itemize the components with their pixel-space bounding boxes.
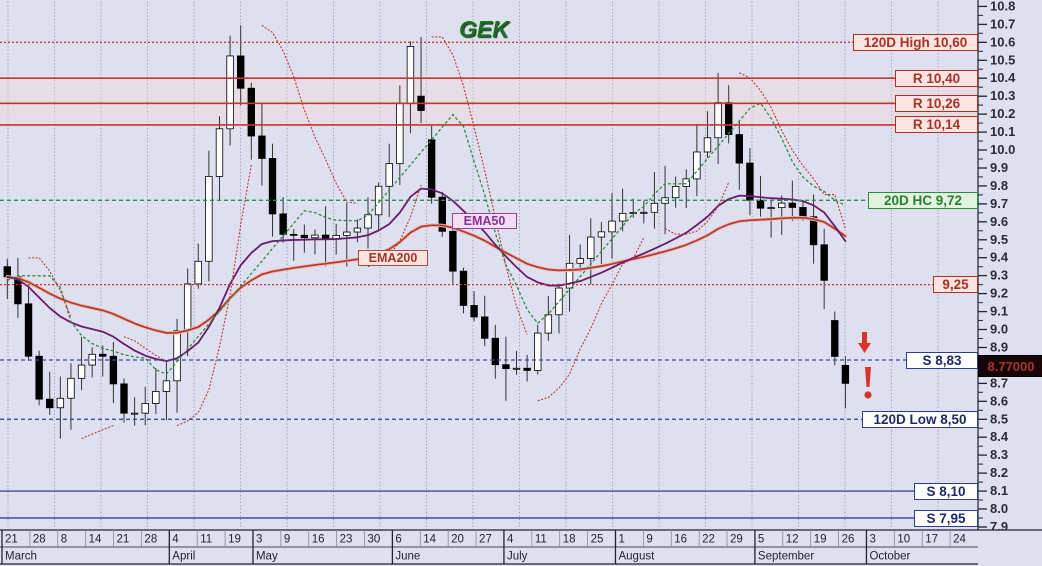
svg-text:10.4: 10.4	[990, 70, 1016, 85]
svg-text:9.9: 9.9	[990, 160, 1008, 175]
svg-text:3: 3	[256, 534, 262, 546]
svg-text:March: March	[5, 551, 37, 563]
svg-text:August: August	[618, 551, 655, 563]
svg-text:6: 6	[395, 534, 401, 546]
svg-text:9.0: 9.0	[990, 322, 1008, 337]
svg-text:9.8: 9.8	[990, 178, 1008, 193]
svg-text:8: 8	[61, 534, 67, 546]
svg-text:22: 22	[702, 534, 715, 546]
svg-text:19: 19	[228, 534, 241, 546]
svg-text:3: 3	[869, 534, 875, 546]
svg-text:9.7: 9.7	[990, 196, 1008, 211]
svg-text:9.3: 9.3	[990, 268, 1008, 283]
svg-text:24: 24	[953, 534, 966, 546]
svg-text:28: 28	[33, 534, 46, 546]
svg-text:8.2: 8.2	[990, 465, 1008, 480]
svg-text:27: 27	[479, 534, 492, 546]
svg-text:10.8: 10.8	[990, 0, 1015, 13]
svg-text:8.0: 8.0	[990, 501, 1008, 516]
svg-text:11: 11	[535, 534, 547, 546]
svg-text:4: 4	[507, 534, 514, 546]
svg-text:9.2: 9.2	[990, 286, 1008, 301]
svg-text:23: 23	[340, 534, 353, 546]
svg-text:8.4: 8.4	[990, 429, 1009, 444]
svg-text:8.7: 8.7	[990, 375, 1008, 390]
svg-text:May: May	[256, 551, 278, 563]
svg-text:26: 26	[842, 534, 855, 546]
svg-text:9.6: 9.6	[990, 214, 1008, 229]
svg-text:17: 17	[925, 534, 938, 546]
svg-text:16: 16	[674, 534, 687, 546]
svg-text:July: July	[507, 551, 528, 563]
svg-text:10.5: 10.5	[990, 52, 1015, 67]
svg-text:20: 20	[451, 534, 464, 546]
svg-text:29: 29	[730, 534, 743, 546]
svg-text:1: 1	[618, 534, 624, 546]
svg-text:14: 14	[423, 534, 436, 546]
svg-text:18: 18	[563, 534, 576, 546]
svg-text:19: 19	[814, 534, 827, 546]
svg-text:9.1: 9.1	[990, 304, 1008, 319]
svg-text:10.3: 10.3	[990, 88, 1015, 103]
svg-text:12: 12	[786, 534, 799, 546]
svg-text:9: 9	[646, 534, 652, 546]
svg-text:8.9: 8.9	[990, 340, 1008, 355]
svg-text:9.4: 9.4	[990, 250, 1009, 265]
svg-text:September: September	[758, 551, 814, 563]
svg-text:14: 14	[89, 534, 102, 546]
svg-text:10.1: 10.1	[990, 124, 1015, 139]
svg-text:10: 10	[897, 534, 910, 546]
svg-text:10.2: 10.2	[990, 106, 1015, 121]
svg-text:June: June	[395, 551, 420, 563]
svg-text:April: April	[172, 551, 195, 563]
svg-text:9.5: 9.5	[990, 232, 1008, 247]
svg-text:28: 28	[144, 534, 157, 546]
svg-text:8.1: 8.1	[990, 483, 1008, 498]
svg-text:21: 21	[117, 534, 130, 546]
svg-text:8.5: 8.5	[990, 411, 1008, 426]
svg-text:5: 5	[758, 534, 764, 546]
svg-text:9: 9	[284, 534, 290, 546]
svg-text:October: October	[869, 551, 910, 563]
svg-text:11: 11	[200, 534, 212, 546]
svg-text:8.3: 8.3	[990, 447, 1008, 462]
svg-text:4: 4	[172, 534, 179, 546]
svg-text:10.6: 10.6	[990, 34, 1015, 49]
svg-text:25: 25	[591, 534, 604, 546]
svg-text:30: 30	[368, 534, 381, 546]
svg-text:16: 16	[312, 534, 325, 546]
svg-text:10.7: 10.7	[990, 16, 1015, 31]
svg-text:8.6: 8.6	[990, 393, 1008, 408]
svg-text:21: 21	[5, 534, 18, 546]
svg-text:10.0: 10.0	[990, 142, 1015, 157]
